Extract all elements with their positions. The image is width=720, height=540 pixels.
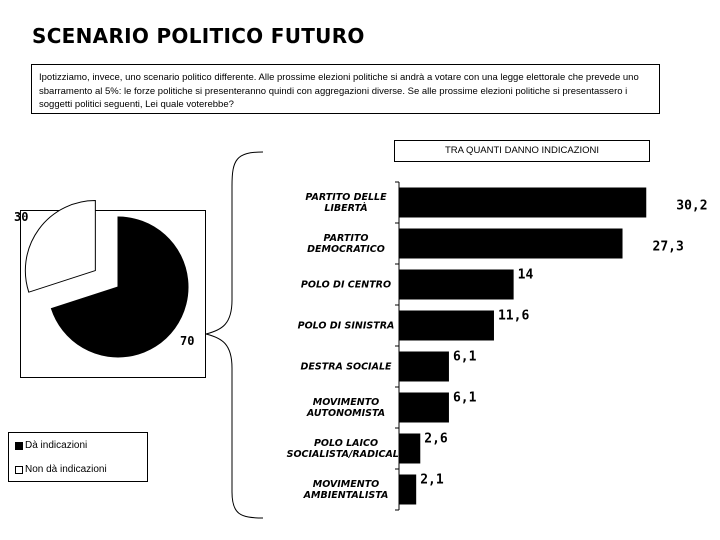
bar [399, 187, 647, 218]
bar-value-label: 14 [518, 268, 534, 283]
legend-item-non-da-indicazioni: Non dà indicazioni [15, 464, 107, 475]
bar-category-label: POLO LAICO [314, 438, 378, 449]
bar [399, 392, 449, 423]
question-text-box: Ipotizziamo, invece, uno scenario politi… [31, 64, 660, 114]
bar-value-label: 11,6 [498, 309, 529, 324]
bar-category-label: POLO DI SINISTRA [298, 321, 395, 332]
bar [399, 474, 417, 505]
bar-value-label: 6,1 [453, 391, 477, 406]
bar [399, 269, 514, 300]
pie-slice [50, 216, 189, 358]
bar-category-label: MOVIMENTO [313, 479, 380, 490]
bar-value-label: 27,3 [653, 240, 684, 255]
bar-category-label: DEMOCRATICO [307, 244, 385, 255]
legend-swatch-white [15, 465, 23, 474]
bar-category-label: POLO DI CENTRO [301, 280, 391, 291]
bar [399, 228, 623, 259]
bar-value-label: 2,6 [424, 432, 448, 447]
bar-category-label: MOVIMENTO [313, 397, 380, 408]
bar [399, 433, 421, 464]
pie-chart-frame [20, 210, 206, 378]
bar-value-label: 2,1 [420, 473, 444, 488]
pie-legend: Dà indicazioni Non dà indicazioni [8, 432, 148, 482]
pie-label-da: 70 [180, 334, 195, 348]
subset-label-box: TRA QUANTI DANNO INDICAZIONI [394, 140, 650, 162]
bar-value-label: 30,2 [676, 199, 707, 214]
legend-label: Dà indicazioni [25, 440, 88, 451]
legend-label: Non dà indicazioni [25, 464, 107, 475]
bar-category-label: AMBIENTALISTA [303, 490, 389, 501]
legend-item-da-indicazioni: Dà indicazioni [15, 440, 87, 451]
curly-bracket [205, 151, 264, 519]
bar-category-label: SOCIALISTA/RADICALE [287, 449, 406, 460]
pie-slice [24, 200, 96, 293]
bar [399, 310, 494, 341]
bar-category-label: PARTITO DELLE [305, 192, 387, 203]
bar-value-label: 6,1 [453, 350, 477, 365]
pie-label-non-da: 30 [14, 210, 29, 224]
bar [399, 351, 449, 382]
bar-category-label: LIBERTÀ [324, 203, 367, 214]
bar-category-label: AUTONOMISTA [306, 408, 385, 419]
bar-category-label: DESTRA SOCIALE [301, 362, 393, 373]
legend-swatch-black [15, 441, 23, 450]
bar-category-label: PARTITO [324, 233, 369, 244]
page-title: SCENARIO POLITICO FUTURO [32, 24, 365, 48]
